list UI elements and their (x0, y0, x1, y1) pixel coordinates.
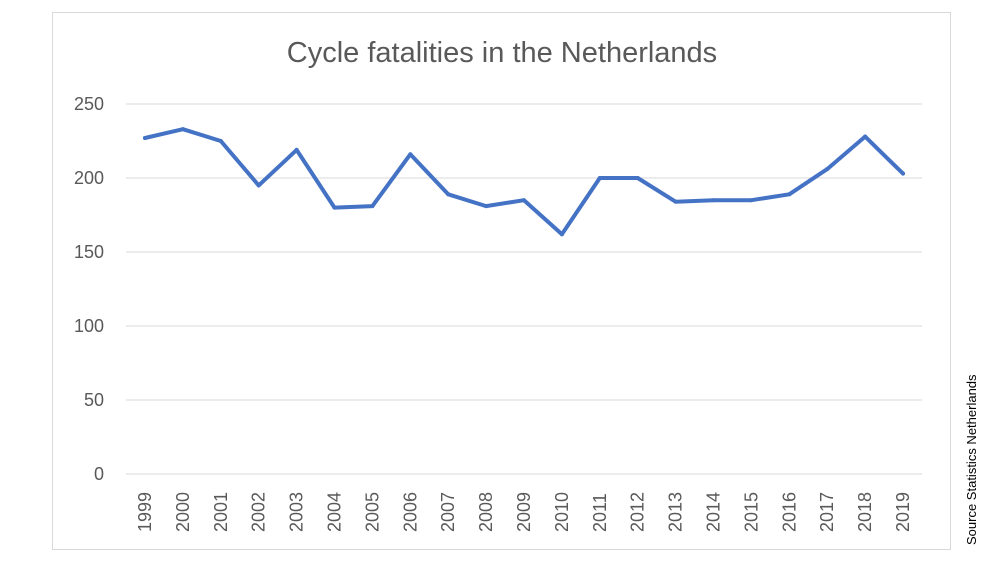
x-tick-label: 2007 (438, 492, 458, 532)
data-point (446, 192, 451, 197)
chart-border (52, 12, 951, 550)
x-tick-label: 2017 (817, 492, 837, 532)
y-tick-label: 50 (84, 390, 104, 410)
x-tick-label: 2009 (514, 492, 534, 532)
data-point (863, 134, 868, 139)
x-axis-tick-labels: 1999 2000 2001 2002 2003 2004 2005 2006 2007 2008… (135, 492, 913, 532)
data-point (787, 192, 792, 197)
x-tick-label: 2010 (552, 492, 572, 532)
x-tick-label: 2006 (400, 492, 420, 532)
data-point (143, 136, 147, 141)
data-point (635, 176, 640, 180)
x-tick-label: 1999 (135, 492, 155, 532)
x-tick-label: 2012 (628, 492, 648, 532)
data-point (749, 198, 754, 203)
x-tick-label: 2015 (741, 492, 761, 532)
y-tick-label: 0 (94, 464, 104, 484)
y-tick-label: 200 (74, 168, 104, 188)
data-point (711, 198, 716, 203)
chart-title: Cycle fatalities in the Netherlands (287, 37, 717, 69)
data-point (294, 147, 299, 152)
y-tick-label: 100 (74, 316, 104, 336)
data-point (408, 152, 413, 157)
x-tick-label: 2008 (476, 492, 496, 532)
x-tick-label: 2004 (325, 492, 345, 532)
y-axis-tick-labels: 0 50 100 150 200 250 (74, 94, 104, 484)
data-point (673, 199, 678, 204)
data-point (484, 204, 489, 209)
data-point (218, 139, 223, 143)
x-tick-label: 2001 (211, 492, 231, 532)
data-point (825, 167, 830, 172)
x-tick-label: 2018 (855, 492, 875, 532)
data-point (559, 232, 564, 237)
x-tick-label: 2014 (704, 492, 724, 532)
data-point (901, 171, 905, 176)
data-point (370, 204, 375, 209)
data-point (597, 176, 602, 180)
x-tick-label: 2002 (249, 492, 269, 532)
x-tick-label: 2019 (893, 492, 913, 532)
gridlines (126, 103, 922, 475)
data-point (256, 183, 261, 188)
x-tick-label: 2005 (362, 492, 382, 532)
x-tick-label: 2000 (173, 492, 193, 532)
data-points (143, 127, 905, 237)
data-point (332, 205, 337, 210)
x-tick-label: 2013 (666, 492, 686, 532)
x-tick-label: 2011 (590, 493, 610, 532)
y-tick-label: 150 (74, 242, 104, 262)
source-note: Source Statistics Netherlands (964, 374, 979, 545)
data-point (180, 127, 185, 132)
data-point (522, 198, 526, 203)
x-tick-label: 2016 (779, 492, 799, 532)
x-tick-label: 2003 (287, 492, 307, 532)
y-tick-label: 250 (74, 94, 104, 114)
